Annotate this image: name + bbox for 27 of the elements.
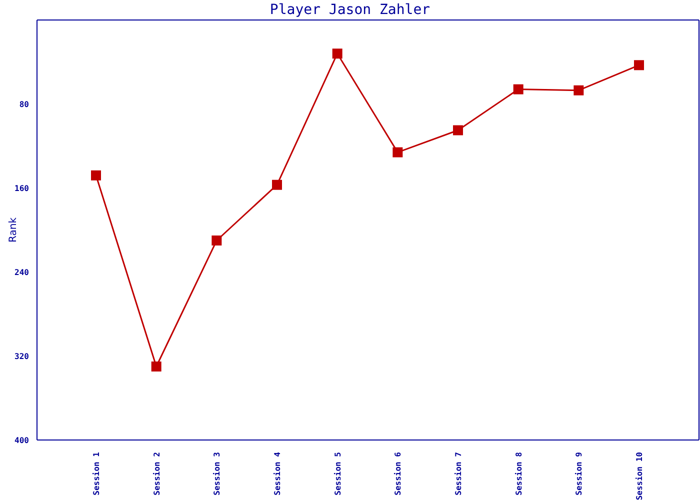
point: [91, 170, 101, 180]
point: [453, 125, 463, 136]
y-tick-label: 400: [14, 436, 30, 445]
x-tick-label: Session 1: [92, 452, 101, 496]
x-tick-label: Session 4: [273, 452, 282, 496]
point: [392, 147, 403, 158]
y-axis-title: Rank: [8, 217, 19, 242]
point: [513, 84, 524, 94]
x-tick-label: Session 10: [635, 452, 644, 500]
x-tick-label: Session 8: [514, 452, 524, 496]
x-tick-label: Session 6: [394, 452, 403, 496]
point: [332, 48, 342, 59]
y-tick-label: 320: [14, 352, 30, 361]
x-tick-label: Session 2: [152, 452, 162, 496]
point: [212, 236, 222, 246]
x-tick-label: Session 3: [212, 452, 222, 496]
y-tick-label: 240: [14, 268, 30, 277]
chart-title: Player Jason Zahler: [268, 2, 432, 18]
y-tick-label: 160: [14, 184, 30, 193]
point: [151, 362, 162, 372]
point: [634, 60, 644, 70]
x-tick-label: Session 7: [454, 452, 463, 496]
y-tick-label: 80: [19, 100, 30, 109]
x-tick-label: Session 5: [333, 452, 342, 496]
x-tick-label: Session 9: [574, 452, 584, 496]
point: [574, 85, 584, 96]
point: [272, 180, 282, 190]
